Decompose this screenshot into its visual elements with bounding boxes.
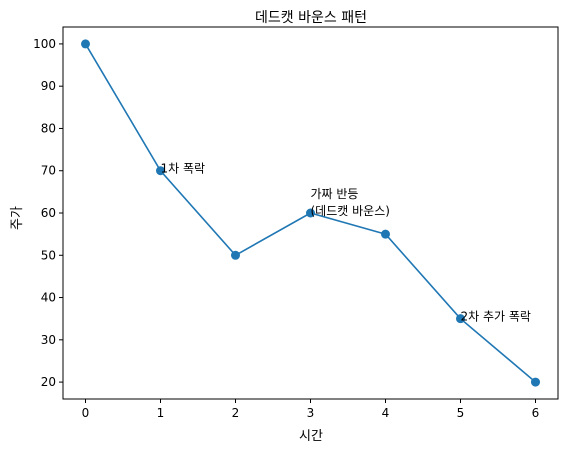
chart-title: 데드캣 바운스 패턴 xyxy=(255,10,367,26)
data-point xyxy=(231,250,240,260)
y-tick-label: 70 xyxy=(41,164,56,178)
y-tick-label: 30 xyxy=(41,333,56,347)
x-axis-label: 시간 xyxy=(299,429,323,444)
y-tick-label: 20 xyxy=(41,375,56,389)
annotation-text: 2차 추가 폭락 xyxy=(461,310,531,324)
y-axis-label: 주가 xyxy=(10,206,25,230)
data-point xyxy=(156,166,165,176)
x-axis: 0 1 2 3 4 5 6 xyxy=(82,399,540,420)
y-tick-label: 100 xyxy=(33,37,56,51)
data-point xyxy=(381,229,390,239)
x-tick-label: 2 xyxy=(232,406,240,420)
y-tick-label: 80 xyxy=(41,121,56,135)
y-tick-label: 60 xyxy=(41,206,56,220)
data-point xyxy=(81,39,90,49)
y-tick-label: 90 xyxy=(41,79,56,93)
x-tick-label: 1 xyxy=(157,406,165,420)
data-point xyxy=(456,314,465,324)
y-tick-label: 50 xyxy=(41,248,56,262)
x-tick-label: 0 xyxy=(82,406,90,420)
data-point xyxy=(531,377,540,387)
x-tick-label: 5 xyxy=(457,406,465,420)
y-tick-label: 40 xyxy=(41,291,56,305)
series-layer xyxy=(81,39,540,387)
x-tick-label: 4 xyxy=(382,406,390,420)
annotation-text: 1차 폭락 xyxy=(161,162,206,176)
x-tick-label: 3 xyxy=(307,406,315,420)
y-axis: 20 30 40 50 60 70 80 90 100 xyxy=(33,37,63,389)
annotation-text: 가짜 반등 (데드캣 바운스) xyxy=(311,187,390,218)
x-tick-label: 6 xyxy=(532,406,540,420)
data-point xyxy=(306,208,315,218)
